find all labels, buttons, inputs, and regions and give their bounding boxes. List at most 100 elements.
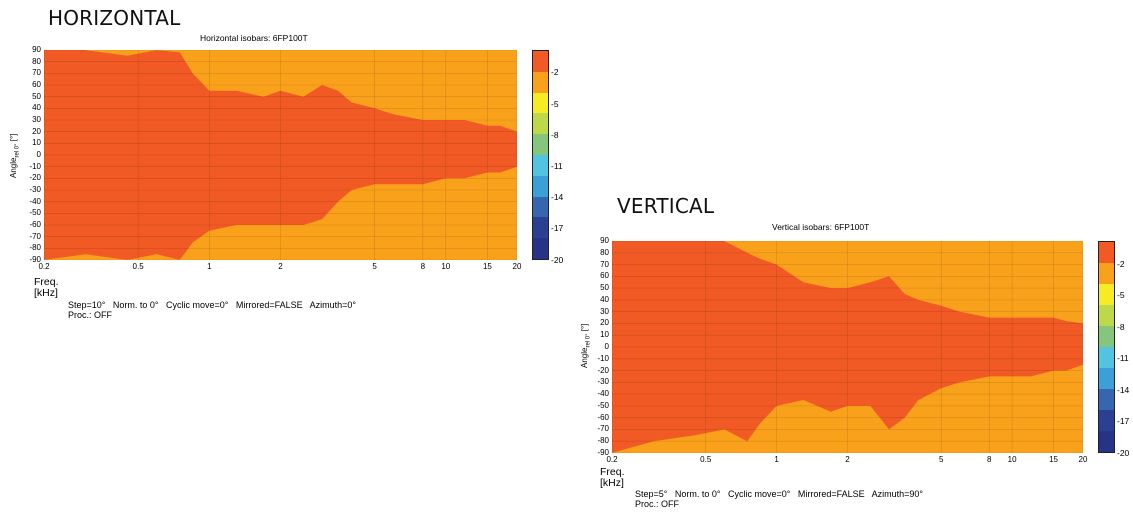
y-tick-label: -40 xyxy=(29,196,41,206)
colorbar-segment xyxy=(533,175,548,197)
y-tick-label: 20 xyxy=(600,318,609,328)
horizontal-y-axis-title: Anglerel 0° [°] xyxy=(9,133,21,178)
horizontal-settings: Step=10° Norm. to 0° Cyclic move=0° Mirr… xyxy=(68,300,357,320)
colorbar-segment xyxy=(533,92,548,114)
y-tick-label: 10 xyxy=(600,330,609,340)
vertical-isobar-contours xyxy=(612,241,1083,453)
y-tick-label: 80 xyxy=(32,56,41,66)
y-tick-label: -90 xyxy=(597,448,609,457)
y-tick-label: -60 xyxy=(29,220,41,229)
y-tick-label: 60 xyxy=(600,271,609,281)
x-tick-label: 10 xyxy=(1007,455,1017,464)
horizontal-isobar-contours xyxy=(44,50,517,260)
colorbar-segment xyxy=(533,71,548,93)
colorbar-segment xyxy=(533,113,548,135)
y-tick-label: 30 xyxy=(32,115,41,124)
y-tick-label: -80 xyxy=(597,436,609,446)
y-tick-label: -50 xyxy=(597,400,609,410)
y-tick-label: 60 xyxy=(32,80,41,89)
colorbar-tick-label: -14 xyxy=(551,192,564,203)
x-tick-label: 15 xyxy=(482,262,492,271)
y-tick-label: -30 xyxy=(597,377,609,387)
colorbar-tick-label: -17 xyxy=(551,223,564,234)
x-tick-label: 10 xyxy=(441,262,451,271)
isobar-band-upper-1 xyxy=(612,241,1083,324)
x-tick-label: 0.5 xyxy=(132,262,144,271)
x-tick-label: 1 xyxy=(774,455,779,464)
y-tick-label: 10 xyxy=(32,138,41,148)
y-tick-label: -80 xyxy=(29,243,41,253)
colorbar-segment xyxy=(1099,410,1114,431)
colorbar-tick-label: -2 xyxy=(551,67,559,78)
x-tick-label: 0.2 xyxy=(38,262,50,271)
colorbar-segment xyxy=(1099,284,1114,305)
colorbar-segment xyxy=(533,217,548,239)
x-tick-label: 8 xyxy=(420,262,426,271)
vertical-isobar-plot xyxy=(612,241,1083,453)
y-tick-label: -70 xyxy=(597,424,609,434)
x-tick-label: 0.5 xyxy=(700,455,712,464)
colorbar-segment xyxy=(1099,431,1114,452)
y-tick-label: 40 xyxy=(32,103,41,113)
colorbar-segment xyxy=(1099,263,1114,284)
colorbar-tick-label: -20 xyxy=(551,254,564,265)
y-tick-label: 20 xyxy=(32,126,41,136)
horizontal-isobar-plot xyxy=(44,50,517,260)
colorbar-tick-label: -14 xyxy=(1117,384,1130,395)
x-tick-label: 20 xyxy=(1078,455,1088,464)
y-tick-label: -10 xyxy=(597,353,609,363)
colorbar-segment xyxy=(533,154,548,176)
y-tick-label: -70 xyxy=(29,231,41,241)
y-tick-label: -90 xyxy=(29,255,41,264)
colorbar-segment xyxy=(533,51,548,72)
colorbar-segment xyxy=(1099,347,1114,368)
y-tick-label: -50 xyxy=(29,208,41,218)
vertical-heading: VERTICAL xyxy=(617,194,715,218)
horizontal-colorbar xyxy=(532,50,549,260)
colorbar-segment xyxy=(533,238,548,259)
isobar-band-lower-1 xyxy=(44,166,517,260)
colorbar-segment xyxy=(533,196,548,218)
y-tick-label: -40 xyxy=(597,389,609,399)
colorbar-tick-label: -5 xyxy=(551,98,559,109)
y-tick-label: 50 xyxy=(600,283,609,293)
colorbar-segment xyxy=(1099,326,1114,347)
colorbar-tick-label: -20 xyxy=(1117,447,1130,458)
isobar-band-upper-1 xyxy=(44,50,517,132)
colorbar-tick-label: -11 xyxy=(551,161,563,171)
x-tick-label: 5 xyxy=(938,455,944,464)
y-tick-label: 40 xyxy=(600,294,609,304)
horizontal-heading: HORIZONTAL xyxy=(48,6,181,30)
y-tick-label: 90 xyxy=(600,236,609,245)
y-tick-label: 50 xyxy=(32,91,41,101)
colorbar-segment xyxy=(533,134,548,155)
horizontal-freq-label: Freq. [kHz] xyxy=(34,276,59,299)
x-tick-label: 15 xyxy=(1049,455,1059,464)
y-tick-label: 0 xyxy=(604,342,609,351)
y-tick-label: 70 xyxy=(600,259,609,269)
vertical-y-axis-title: Anglerel 0° [°] xyxy=(580,323,592,368)
y-tick-label: -20 xyxy=(597,365,609,375)
colorbar-tick-label: -17 xyxy=(1117,416,1130,426)
x-tick-label: 8 xyxy=(987,455,992,464)
x-tick-label: 0.2 xyxy=(606,455,618,464)
colorbar-tick-label: -5 xyxy=(1117,290,1125,300)
colorbar-tick-label: -8 xyxy=(1117,321,1125,332)
colorbar-tick-label: -11 xyxy=(1117,353,1129,363)
x-tick-label: 2 xyxy=(278,262,283,271)
y-tick-label: 80 xyxy=(600,247,609,257)
y-tick-label: 90 xyxy=(32,45,41,54)
vertical-chart-title: Vertical isobars: 6FP100T xyxy=(772,222,870,232)
colorbar-segment xyxy=(1099,389,1114,410)
y-tick-label: 30 xyxy=(600,306,609,316)
colorbar-tick-label: -2 xyxy=(1117,258,1125,269)
x-tick-label: 2 xyxy=(845,455,850,464)
colorbar-segment xyxy=(1099,305,1114,326)
y-tick-label: 70 xyxy=(32,68,41,78)
vertical-freq-label: Freq. [kHz] xyxy=(600,466,625,489)
colorbar-segment xyxy=(1099,242,1114,263)
y-tick-label: 0 xyxy=(36,150,41,159)
x-tick-label: 1 xyxy=(207,262,212,271)
y-tick-label: -20 xyxy=(29,173,41,183)
y-tick-label: -30 xyxy=(29,185,41,194)
